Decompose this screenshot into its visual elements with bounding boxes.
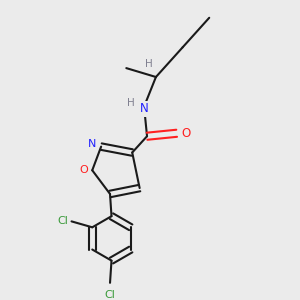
Text: N: N — [140, 103, 148, 116]
Text: H: H — [145, 59, 152, 69]
Text: O: O — [181, 127, 190, 140]
Text: O: O — [79, 165, 88, 175]
Text: Cl: Cl — [57, 216, 68, 226]
Text: Cl: Cl — [105, 290, 116, 300]
Text: H: H — [127, 98, 135, 108]
Text: N: N — [88, 139, 96, 148]
